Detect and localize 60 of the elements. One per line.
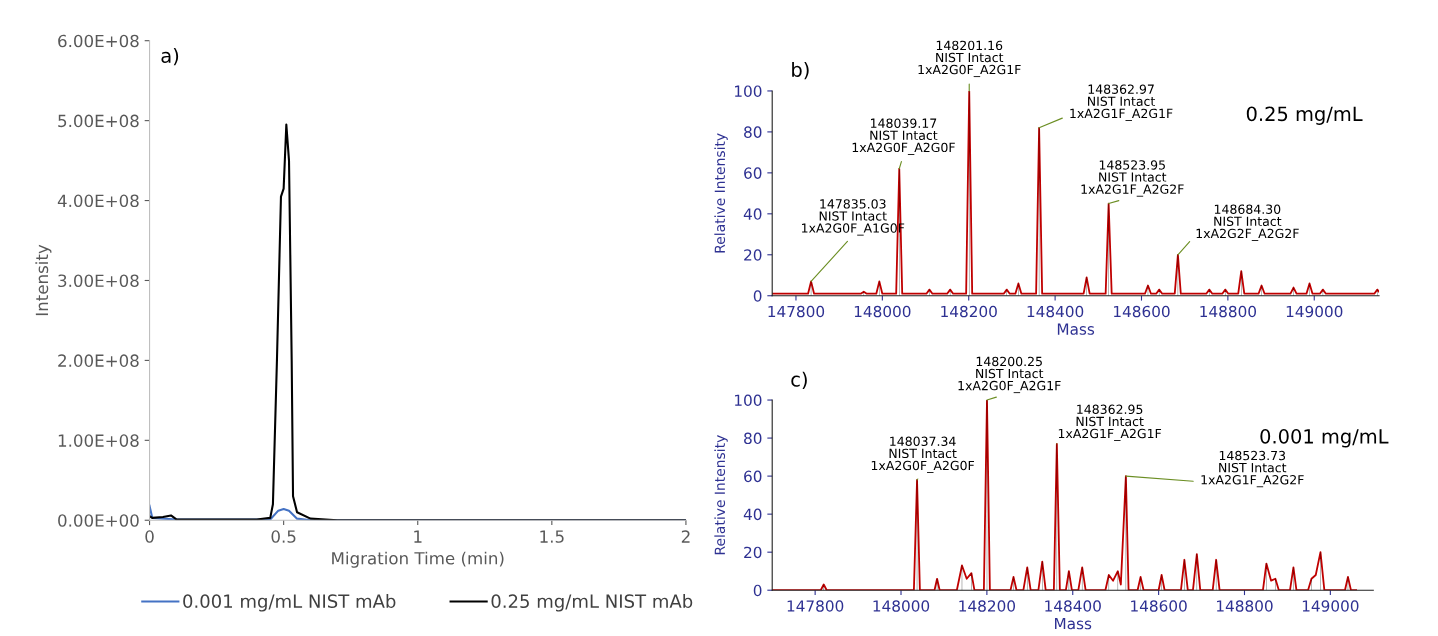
y-tick-label: 0 [753,584,762,597]
x-tick-label: 148400 [1027,305,1084,318]
annotation: 148523.73 NIST Intact 1xA2G1F_A2G2F [1201,450,1304,488]
y-tick-label: 4.00E+08 [57,194,139,208]
x-axis-title: Mass [1055,617,1092,630]
y-axis-title: Relative Intensity [714,133,728,253]
annotation: 148201.16 NIST Intact 1xA2G0F_A2G1F [918,40,1021,78]
y-tick-label: 80 [744,432,762,445]
x-tick-label: 1 [414,530,422,543]
y-tick-label: 6.00E+08 [58,34,139,48]
y-tick-label: 5.00E+08 [58,114,139,128]
y-tick-label: 100 [735,394,762,407]
y-tick-label: 2.00E+08 [58,354,139,367]
legend-label: 0.001 mg/mL NIST mAb [183,594,396,612]
y-tick-label: 0 [753,290,762,302]
x-axis-title: Migration Time (min) [332,551,504,568]
x-tick-label: 1.5 [540,530,564,543]
annotation: 148200.25 NIST Intact 1xA2G0F_A2G1F [958,356,1061,394]
x-tick-label: 148200 [959,600,1016,612]
x-tick-label: 149000 [1302,600,1359,612]
x-tick-label: 148400 [1045,600,1101,612]
x-tick-label: 148000 [873,600,930,612]
x-tick-label: 2 [681,530,690,543]
annotation: 0.25 mg/mL [1246,106,1363,125]
x-tick-label: 0 [145,530,154,543]
y-tick-label: 60 [744,167,762,179]
annotation: 0.001 mg/mL [1260,429,1389,448]
legend-label: 0.25 mg/mL NIST mAb [491,594,693,612]
x-tick-label: 148800 [1200,305,1257,318]
x-tick-label: 147800 [768,305,825,318]
chart-title: c) [791,371,807,390]
y-tick-label: 20 [744,546,762,559]
annotation: 148362.97 NIST Intact 1xA2G1F_A2G1F [1070,84,1173,121]
y-tick-label: 1.00E+08 [58,434,139,447]
y-tick-label: 0.00E+00 [58,514,139,527]
annotation: 148684.30 NIST Intact 1xA2G2F_A2G2F [1196,204,1299,241]
annotation: 148037.34 NIST Intact 1xA2G0F_A2G0F [871,436,974,473]
x-tick-label: 148200 [941,305,997,318]
y-tick-label: 3.00E+08 [58,274,139,288]
chart-title: b) [792,61,809,80]
y-tick-label: 60 [744,470,762,483]
y-axis-title: Relative Intensity [714,435,728,555]
x-axis-title: Mass [1057,323,1095,335]
x-tick-label: 148000 [854,305,911,318]
x-tick-label: 148600 [1114,305,1170,318]
x-tick-label: 148800 [1217,600,1273,612]
y-tick-label: 40 [743,208,762,220]
annotation: 148039.17 NIST Intact 1xA2G0F_A2G0F [852,118,955,155]
y-tick-label: 40 [743,508,762,521]
x-tick-label: 149000 [1286,305,1343,318]
y-tick-label: 100 [735,85,762,97]
annotation: 148523.95 NIST Intact 1xA2G1F_A2G2F [1081,160,1184,197]
x-tick-label: 0.5 [271,530,296,543]
x-tick-label: 147800 [787,600,844,612]
x-tick-label: 148600 [1131,600,1187,612]
y-tick-label: 80 [744,126,762,138]
annotation: 148362.95 NIST Intact 1xA2G1F_A2G1F [1058,404,1162,441]
y-axis-title: Intensity [35,244,52,316]
chart-title: a) [161,47,179,66]
y-tick-label: 20 [744,249,762,261]
